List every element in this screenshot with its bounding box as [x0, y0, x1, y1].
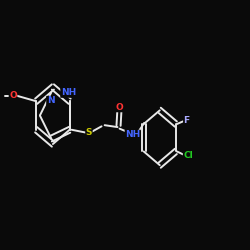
Text: S: S	[86, 128, 92, 137]
Text: NH: NH	[61, 88, 76, 97]
Text: F: F	[184, 116, 190, 125]
Text: O: O	[9, 91, 17, 100]
Text: NH: NH	[125, 130, 140, 139]
Text: N: N	[47, 96, 54, 105]
Text: Cl: Cl	[183, 152, 193, 160]
Text: O: O	[116, 103, 123, 112]
